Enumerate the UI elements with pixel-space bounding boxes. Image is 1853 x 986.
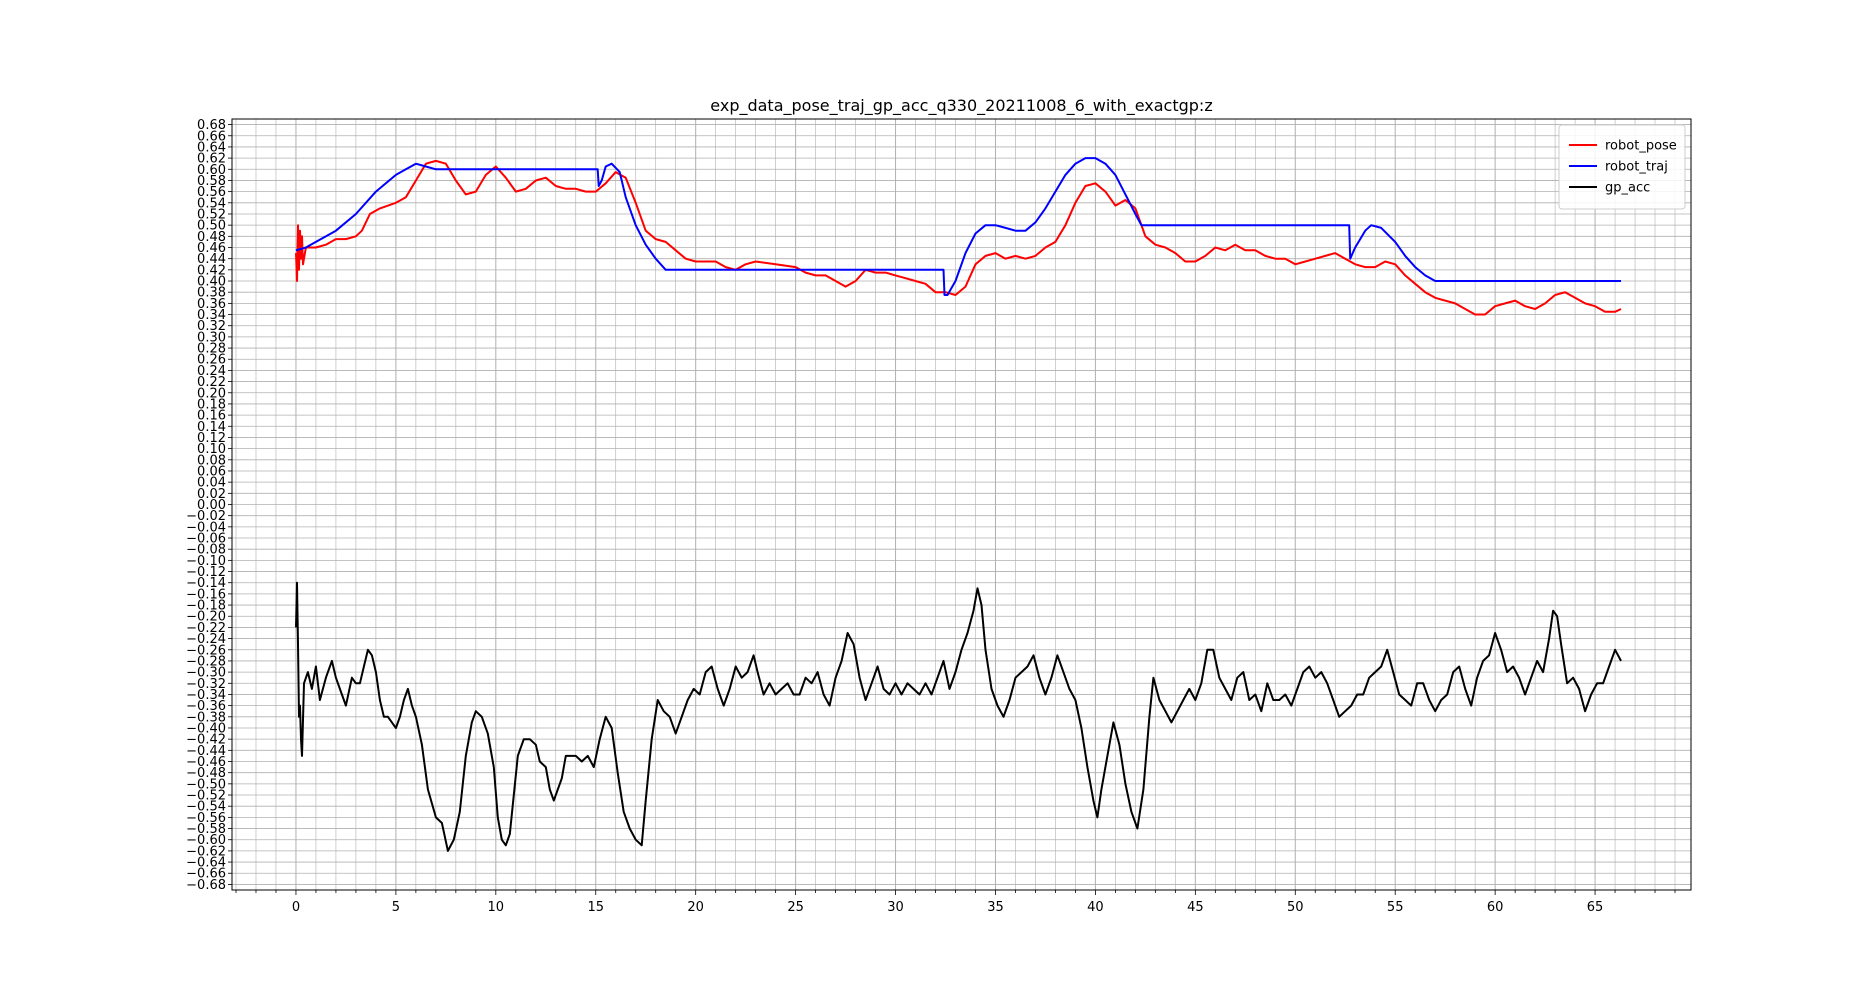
y-tick-label: 0.52 bbox=[197, 207, 226, 222]
y-tick-label: 0.64 bbox=[197, 140, 226, 155]
y-tick-label: −0.18 bbox=[186, 599, 226, 614]
y-tick-label: 0.56 bbox=[197, 185, 226, 200]
y-tick-label: −0.34 bbox=[186, 688, 226, 703]
y-tick-label: −0.48 bbox=[186, 766, 226, 781]
x-tick-label: 50 bbox=[1287, 900, 1304, 915]
y-tick-label: 0.06 bbox=[197, 464, 226, 479]
y-tick-label: −0.66 bbox=[186, 867, 226, 882]
y-tick-label: 0.02 bbox=[197, 487, 226, 502]
y-tick-label: 0.58 bbox=[197, 174, 226, 189]
x-tick-label: 35 bbox=[987, 900, 1004, 915]
y-tick-label: 0.54 bbox=[197, 196, 226, 211]
y-axis: −0.68−0.66−0.64−0.62−0.60−0.58−0.56−0.54… bbox=[186, 118, 232, 893]
series-line-robot-pose bbox=[295, 159, 1622, 316]
y-tick-label: −0.32 bbox=[186, 677, 226, 692]
x-tick-label: 45 bbox=[1187, 900, 1204, 915]
y-tick-label: 0.32 bbox=[197, 319, 226, 334]
y-tick-label: −0.42 bbox=[186, 733, 226, 748]
y-tick-label: 0.20 bbox=[197, 386, 226, 401]
x-axis: 0 5 10 15 20 25 30 35 40 45 50 55 60 65 bbox=[235, 890, 1676, 915]
y-tick-label: 0.38 bbox=[197, 286, 226, 301]
y-tick-label: −0.24 bbox=[186, 632, 226, 647]
x-tick-label: 40 bbox=[1087, 900, 1104, 915]
series-line-gp-acc bbox=[295, 581, 1622, 852]
x-tick-label: 20 bbox=[687, 900, 704, 915]
y-tick-label: −0.64 bbox=[186, 856, 226, 871]
y-tick-label: −0.58 bbox=[186, 822, 226, 837]
x-tick-label: 15 bbox=[587, 900, 604, 915]
x-tick-label: 25 bbox=[787, 900, 804, 915]
y-tick-label: −0.62 bbox=[186, 844, 226, 859]
y-tick-label: −0.50 bbox=[186, 777, 226, 792]
x-tick-label: 60 bbox=[1487, 900, 1504, 915]
y-tick-label: 0.22 bbox=[197, 375, 226, 390]
y-tick-label: 0.60 bbox=[197, 163, 226, 178]
y-tick-label: −0.56 bbox=[186, 811, 226, 826]
y-tick-label: 0.36 bbox=[197, 297, 226, 312]
y-tick-label: −0.46 bbox=[186, 755, 226, 770]
y-tick-label: 0.34 bbox=[197, 308, 226, 323]
grid bbox=[232, 119, 1691, 890]
y-tick-label: 0.46 bbox=[197, 241, 226, 256]
y-tick-label: −0.28 bbox=[186, 654, 226, 669]
y-tick-label: 0.28 bbox=[197, 342, 226, 357]
x-tick-label: 5 bbox=[392, 900, 400, 915]
y-tick-label: −0.12 bbox=[186, 565, 226, 580]
series-layer bbox=[295, 157, 1622, 852]
y-tick-label: 0.68 bbox=[197, 118, 226, 133]
y-tick-label: −0.54 bbox=[186, 800, 226, 815]
x-tick-label: 55 bbox=[1387, 900, 1404, 915]
y-tick-label: −0.44 bbox=[186, 744, 226, 759]
y-tick-label: 0.08 bbox=[197, 453, 226, 468]
y-tick-label: −0.14 bbox=[186, 576, 226, 591]
y-tick-label: 0.66 bbox=[197, 129, 226, 144]
y-tick-label: −0.16 bbox=[186, 587, 226, 602]
legend-label: gp_acc bbox=[1605, 181, 1650, 196]
y-tick-label: −0.22 bbox=[186, 621, 226, 636]
y-tick-label: −0.68 bbox=[186, 878, 226, 893]
y-tick-label: 0.00 bbox=[197, 498, 226, 513]
y-tick-label: 0.12 bbox=[197, 431, 226, 446]
y-tick-label: 0.04 bbox=[197, 476, 226, 491]
legend-label: robot_pose bbox=[1605, 139, 1677, 154]
y-tick-label: −0.30 bbox=[186, 666, 226, 681]
x-tick-label: 10 bbox=[488, 900, 505, 915]
y-tick-label: 0.10 bbox=[197, 442, 226, 457]
x-tick-label: 0 bbox=[292, 900, 300, 915]
legend: robot_pose robot_traj gp_acc bbox=[1558, 124, 1686, 210]
y-tick-label: −0.26 bbox=[186, 643, 226, 658]
y-tick-label: 0.44 bbox=[197, 252, 226, 267]
legend-label: robot_traj bbox=[1605, 160, 1668, 175]
y-tick-label: −0.60 bbox=[186, 833, 226, 848]
series-line-robot-traj bbox=[295, 157, 1621, 296]
y-tick-label: −0.08 bbox=[186, 543, 226, 558]
y-tick-label: 0.62 bbox=[197, 152, 226, 167]
y-tick-label: 0.50 bbox=[197, 219, 226, 234]
y-tick-label: −0.20 bbox=[186, 610, 226, 625]
y-tick-label: 0.14 bbox=[197, 420, 226, 435]
y-tick-label: 0.30 bbox=[197, 330, 226, 345]
y-tick-label: −0.04 bbox=[186, 520, 226, 535]
y-tick-label: −0.10 bbox=[186, 554, 226, 569]
y-tick-label: 0.16 bbox=[197, 409, 226, 424]
y-tick-label: −0.38 bbox=[186, 710, 226, 725]
y-tick-label: 0.42 bbox=[197, 263, 226, 278]
y-tick-label: 0.24 bbox=[197, 364, 226, 379]
y-tick-label: −0.02 bbox=[186, 509, 226, 524]
y-tick-label: −0.40 bbox=[186, 721, 226, 736]
y-tick-label: 0.26 bbox=[197, 353, 226, 368]
x-tick-label: 65 bbox=[1587, 900, 1604, 915]
y-tick-label: 0.48 bbox=[197, 230, 226, 245]
y-tick-label: −0.36 bbox=[186, 699, 226, 714]
x-tick-label: 30 bbox=[887, 900, 904, 915]
y-tick-label: 0.18 bbox=[197, 397, 226, 412]
y-tick-label: 0.40 bbox=[197, 275, 226, 290]
chart-title: exp_data_pose_traj_gp_acc_q330_20211008_… bbox=[710, 96, 1212, 116]
y-tick-label: −0.52 bbox=[186, 789, 226, 804]
y-tick-label: −0.06 bbox=[186, 532, 226, 547]
